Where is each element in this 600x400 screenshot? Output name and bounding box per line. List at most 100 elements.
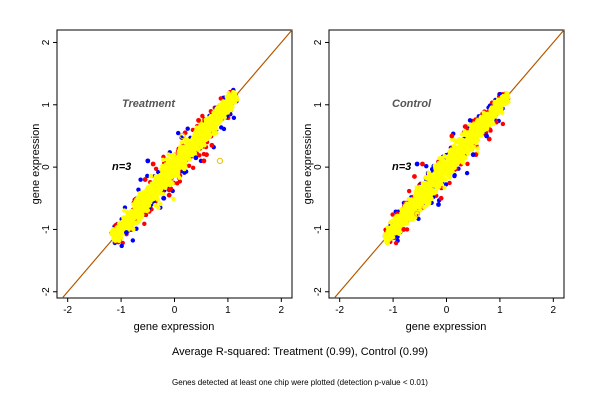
- data-point: [214, 130, 219, 136]
- data-point: [465, 161, 470, 167]
- data-point: [136, 187, 141, 192]
- data-point: [396, 231, 402, 236]
- data-point: [171, 152, 177, 157]
- data-point: [415, 197, 420, 202]
- data-point: [450, 163, 455, 168]
- data-point: [134, 211, 140, 217]
- data-point: [145, 196, 150, 202]
- data-point: [235, 97, 240, 102]
- y-tick-label: 0: [313, 164, 324, 170]
- data-point: [403, 221, 408, 226]
- data-point: [159, 172, 164, 178]
- data-point: [484, 122, 489, 127]
- data-point: [447, 180, 452, 186]
- data-point: [133, 199, 138, 205]
- data-point: [142, 206, 148, 212]
- data-point: [456, 137, 461, 142]
- y-tick-label: 1: [313, 102, 324, 108]
- data-point: [406, 210, 411, 215]
- data-point: [408, 215, 414, 220]
- red-data-point: [462, 124, 468, 130]
- figure-footnote: Genes detected at least one chip were pl…: [172, 378, 428, 387]
- data-point: [131, 226, 136, 232]
- data-point: [204, 132, 209, 138]
- y-tick-label: -2: [41, 287, 52, 296]
- data-point: [113, 227, 119, 233]
- data-point: [484, 113, 489, 118]
- data-point: [479, 117, 484, 122]
- data-point: [224, 94, 229, 100]
- data-point: [417, 204, 423, 210]
- data-point: [450, 155, 455, 161]
- blue-data-point: [436, 202, 441, 207]
- treatment-x-axis-label: gene expression: [134, 321, 215, 333]
- yellow-data-point: [502, 96, 508, 101]
- data-point: [153, 166, 159, 171]
- data-point: [452, 145, 457, 150]
- yellow-data-point: [460, 146, 465, 151]
- data-point: [400, 209, 405, 215]
- data-point: [420, 197, 425, 203]
- data-point: [423, 182, 429, 187]
- data-point: [175, 130, 181, 136]
- data-point: [196, 147, 201, 152]
- data-point: [148, 187, 153, 193]
- y-tick-label: 0: [41, 164, 52, 170]
- data-point: [465, 142, 471, 147]
- data-point: [497, 105, 503, 110]
- y-tick-label: 2: [313, 39, 324, 45]
- yellow-data-point: [385, 233, 391, 239]
- data-point: [119, 243, 124, 249]
- data-point: [428, 194, 433, 200]
- data-point: [200, 113, 205, 119]
- data-point: [446, 156, 451, 162]
- data-point: [194, 136, 200, 141]
- red-data-point: [166, 192, 172, 198]
- red-data-point: [449, 133, 455, 139]
- data-point: [152, 184, 157, 189]
- data-point: [451, 151, 456, 157]
- data-point: [165, 156, 170, 162]
- control-points: [333, 29, 565, 299]
- data-point: [500, 121, 506, 127]
- x-tick-label: 1: [497, 305, 503, 316]
- point-cloud: [109, 87, 240, 249]
- data-point: [197, 128, 202, 133]
- control-title: Control: [392, 98, 432, 110]
- red-data-point: [204, 152, 209, 158]
- control-n-label: n=3: [392, 161, 411, 173]
- red-data-point: [486, 136, 492, 142]
- data-point: [183, 152, 189, 157]
- red-data-point: [401, 227, 407, 232]
- data-point: [130, 238, 136, 243]
- data-point: [163, 162, 168, 167]
- red-data-point: [196, 117, 201, 123]
- blue-data-point: [484, 133, 489, 139]
- data-point: [161, 181, 167, 187]
- data-point: [145, 173, 150, 179]
- data-point: [221, 126, 227, 132]
- data-point: [183, 164, 188, 169]
- data-point: [452, 172, 457, 178]
- data-point: [500, 110, 505, 115]
- data-point: [469, 126, 475, 132]
- data-point: [468, 137, 473, 142]
- data-point: [128, 213, 133, 218]
- x-tick-label: 2: [551, 305, 557, 316]
- data-point: [148, 173, 154, 179]
- data-point: [462, 156, 468, 161]
- data-point: [177, 179, 183, 184]
- data-point: [190, 165, 196, 171]
- data-point: [460, 137, 466, 143]
- data-point: [131, 217, 136, 222]
- red-data-point: [438, 195, 444, 201]
- data-point: [143, 212, 149, 218]
- data-point: [422, 205, 427, 210]
- data-point: [428, 172, 434, 177]
- data-point: [475, 146, 480, 151]
- data-point: [200, 136, 205, 142]
- data-point: [414, 185, 419, 190]
- blue-data-point: [470, 152, 476, 158]
- data-point: [426, 200, 431, 205]
- data-point: [424, 163, 429, 169]
